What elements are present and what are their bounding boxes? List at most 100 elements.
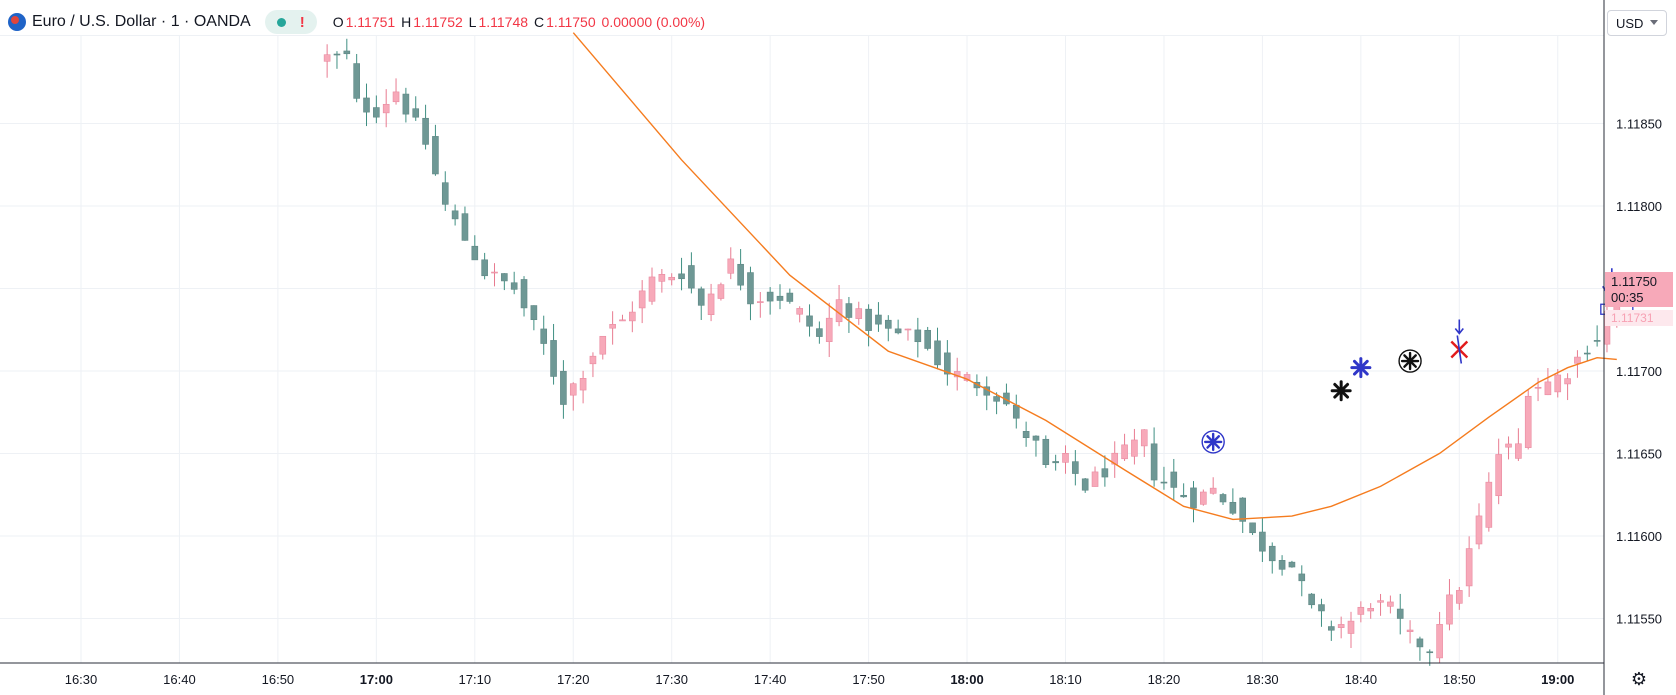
candle (1219, 492, 1227, 505)
close-value: 1.11750 (546, 14, 596, 30)
candle (855, 301, 863, 325)
candle (461, 206, 469, 241)
candle (471, 235, 479, 261)
x-tick-label: 18:50 (1443, 672, 1476, 687)
candle (353, 53, 360, 103)
candle (727, 247, 735, 280)
moving-average-badge: 1.11731 (1605, 310, 1673, 326)
candle (1288, 560, 1296, 568)
candle (1456, 586, 1463, 610)
x-tick-label: 17:30 (655, 672, 688, 687)
candle (540, 315, 548, 355)
market-status-pill[interactable]: ! (264, 10, 317, 34)
candle (1032, 435, 1040, 457)
asterisk-annotation[interactable] (1350, 357, 1372, 379)
candle (550, 323, 557, 385)
candle (1062, 445, 1069, 474)
candle (1396, 593, 1404, 635)
candle (629, 301, 636, 333)
candle (1524, 389, 1532, 450)
candle (1505, 436, 1512, 460)
candle (501, 273, 508, 291)
candle (806, 304, 813, 337)
candle (796, 306, 803, 323)
change-value: 0.00000 (0.00%) (601, 14, 706, 30)
candle (914, 317, 922, 358)
candle (1308, 593, 1315, 609)
currency-selector[interactable]: USD (1607, 10, 1667, 36)
high-label: H (401, 14, 412, 30)
candle (648, 267, 656, 305)
candle (373, 95, 380, 124)
symbol-title[interactable]: Euro / U.S. Dollar · 1 · OANDA (32, 13, 251, 30)
candle (560, 360, 567, 419)
candle (1239, 497, 1247, 534)
candle (1121, 433, 1128, 461)
close-label: C (533, 14, 545, 30)
x-tick-label: 17:20 (557, 672, 590, 687)
x-tick-label: 16:40 (163, 672, 196, 687)
candle (638, 280, 646, 324)
candle (875, 302, 882, 332)
x-tick-label: 18:40 (1345, 672, 1378, 687)
candle (1475, 503, 1483, 550)
candle (894, 319, 902, 335)
market-open-dot-icon (276, 17, 286, 27)
candle (1446, 579, 1453, 631)
high-value: 1.11752 (413, 14, 463, 30)
candle (392, 78, 400, 105)
x-tick-label: 19:00 (1541, 672, 1574, 687)
candle (451, 204, 459, 226)
candle (402, 87, 410, 123)
candle (1022, 421, 1030, 447)
x-tick-label: 18:00 (950, 672, 983, 687)
candle (697, 286, 705, 320)
x-tick-label: 17:50 (852, 672, 885, 687)
candle (1180, 483, 1187, 498)
low-label: L (468, 14, 477, 30)
candle (1200, 489, 1207, 506)
x-tick-label: 17:10 (459, 672, 492, 687)
x-tick-label: 17:40 (754, 672, 787, 687)
x-tick-label: 18:20 (1148, 672, 1181, 687)
candle (1131, 428, 1138, 465)
candle (688, 252, 695, 294)
y-tick-label: 1.11600 (1616, 529, 1662, 544)
candle (904, 328, 912, 341)
asterisk-annotation[interactable] (1330, 380, 1352, 402)
candle (323, 44, 331, 78)
last-price-value: 1.11750 (1611, 274, 1658, 289)
candle (1436, 611, 1443, 663)
candle (668, 273, 676, 286)
warning-icon[interactable]: ! (299, 13, 305, 31)
chart-settings-gear-icon[interactable]: ⚙ (1630, 669, 1648, 689)
candle (1387, 595, 1394, 614)
candle (825, 302, 833, 358)
circled-asterisk-annotation[interactable] (1398, 349, 1422, 373)
symbol-legend: Euro / U.S. Dollar · 1 · OANDA ! O 1.1175… (8, 8, 707, 36)
arrow-cross-annotation[interactable] (1450, 319, 1469, 364)
candle (333, 51, 341, 69)
candle (658, 269, 666, 293)
candle (412, 96, 420, 121)
candle (1465, 536, 1473, 597)
candle (1357, 601, 1365, 623)
candle (845, 296, 853, 333)
candle-series (323, 38, 1621, 666)
candle (491, 263, 498, 287)
candle (481, 252, 488, 280)
bar-countdown: 00:35 (1611, 290, 1644, 305)
moving-average-layer (572, 32, 1617, 521)
candle (1485, 472, 1493, 532)
candle (1318, 598, 1325, 627)
x-tick-label: 18:30 (1246, 672, 1279, 687)
circled-asterisk-annotation[interactable] (1201, 430, 1225, 454)
candle (1337, 616, 1345, 639)
candle (944, 340, 951, 386)
candle (441, 171, 449, 211)
candle (1190, 481, 1197, 523)
ohlc-values: O 1.11751 H 1.11752 L 1.11748 C 1.11750 0.00… (333, 14, 707, 30)
candle (599, 335, 607, 360)
candle (343, 38, 351, 60)
